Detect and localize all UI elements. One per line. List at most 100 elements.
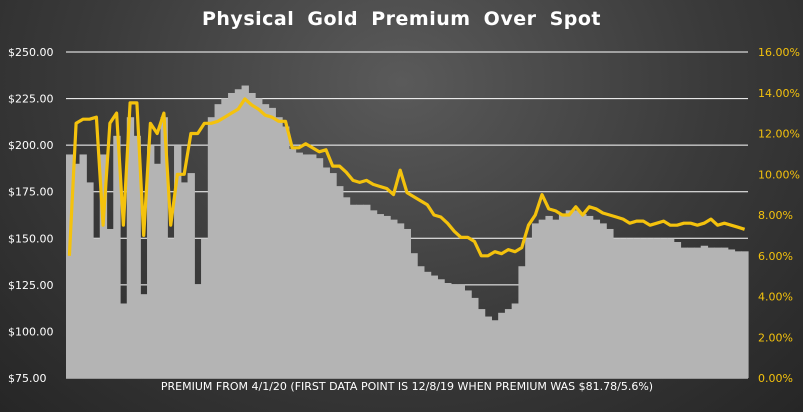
premium-percent-line xyxy=(67,97,746,258)
left-tick-label: $75.00 xyxy=(8,372,47,385)
right-tick-label: 0.00% xyxy=(758,372,793,385)
premium-bar xyxy=(99,154,108,378)
premium-bar xyxy=(531,223,540,378)
left-tick-label: $125.00 xyxy=(8,279,54,292)
premium-bar xyxy=(653,238,661,378)
premium-bar xyxy=(660,238,668,378)
right-tick-label: 16.00% xyxy=(758,46,800,59)
premium-bar xyxy=(626,238,634,378)
premium-bar xyxy=(612,238,621,378)
premium-bar xyxy=(558,214,567,378)
premium-bar xyxy=(639,238,648,378)
premium-bar xyxy=(423,271,432,378)
premium-bar xyxy=(329,173,337,378)
premium-bar xyxy=(430,275,438,378)
premium-bar xyxy=(484,316,493,378)
premium-bar xyxy=(268,107,276,378)
premium-bar xyxy=(457,284,465,378)
premium-bar xyxy=(491,320,499,378)
premium-bar xyxy=(349,204,357,378)
premium-bar xyxy=(572,210,580,378)
right-tick-label: 4.00% xyxy=(758,291,793,304)
premium-bar xyxy=(234,89,243,378)
premium-bar xyxy=(585,215,594,378)
premium-bar xyxy=(288,148,297,378)
premium-bar xyxy=(396,223,405,378)
premium-bar xyxy=(700,245,709,378)
premium-bar xyxy=(174,145,182,378)
premium-bar xyxy=(120,303,128,378)
premium-bar xyxy=(619,238,628,378)
premium-bar xyxy=(403,228,411,378)
premium-bar xyxy=(241,85,249,378)
premium-bar xyxy=(187,173,195,378)
premium-bar xyxy=(464,290,472,378)
premium-bar xyxy=(714,247,722,378)
premium-bar xyxy=(194,284,202,378)
premium-bar xyxy=(356,204,364,378)
premium-bar xyxy=(680,247,688,378)
premium-bar xyxy=(633,238,641,378)
premium-bar xyxy=(383,215,391,378)
premium-bar xyxy=(86,182,94,378)
premium-bar xyxy=(147,145,155,378)
left-tick-label: $175.00 xyxy=(8,186,54,199)
left-tick-label: $200.00 xyxy=(8,139,54,152)
premium-bar xyxy=(565,210,574,378)
premium-bar xyxy=(538,219,547,378)
premium-bar xyxy=(579,214,587,378)
premium-bar xyxy=(376,214,384,378)
right-tick-label: 2.00% xyxy=(758,331,793,344)
premium-bar xyxy=(160,117,168,378)
right-tick-label: 8.00% xyxy=(758,209,793,222)
premium-bar xyxy=(72,163,81,378)
premium-bar xyxy=(518,266,526,378)
premium-bar xyxy=(201,238,209,378)
premium-bar xyxy=(673,242,682,378)
right-tick-label: 14.00% xyxy=(758,87,800,100)
premium-bar xyxy=(592,219,601,378)
premium-bar xyxy=(417,266,425,378)
premium-bar xyxy=(511,303,520,378)
premium-bar xyxy=(221,98,229,379)
premium-bar xyxy=(552,219,560,378)
premium-bar xyxy=(93,238,101,378)
premium-bar xyxy=(336,186,344,378)
left-tick-label: $150.00 xyxy=(8,232,54,245)
premium-bar xyxy=(687,247,695,378)
premium-bar xyxy=(167,238,175,378)
premium-bar xyxy=(79,154,87,378)
premium-bar xyxy=(295,152,303,378)
right-axis-ticks: 16.00% 14.00% 12.00% 10.00% 8.00% 6.00% 4.00% 2… xyxy=(758,46,800,385)
right-tick-label: 12.00% xyxy=(758,128,800,141)
premium-bar xyxy=(410,253,418,378)
premium-bar xyxy=(390,219,398,378)
premium-bar xyxy=(606,228,614,378)
premium-bar xyxy=(477,309,486,378)
premium-bar xyxy=(214,104,222,378)
premium-bar xyxy=(369,210,378,378)
premium-bar xyxy=(450,284,459,378)
premium-bar xyxy=(302,154,310,378)
premium-bar xyxy=(126,117,135,378)
premium-bar xyxy=(228,92,236,379)
premium-bar xyxy=(498,312,506,378)
premium-bar xyxy=(153,163,162,378)
left-tick-label: $100.00 xyxy=(8,325,54,338)
premium-bar xyxy=(525,238,533,378)
premium-bar xyxy=(275,117,283,378)
right-tick-label: 10.00% xyxy=(758,168,800,181)
premium-bar xyxy=(261,104,270,378)
left-tick-label: $250.00 xyxy=(8,46,54,59)
premium-bar xyxy=(66,154,74,378)
premium-bar xyxy=(255,98,263,379)
left-tick-label: $225.00 xyxy=(8,93,54,106)
premium-bar xyxy=(180,182,189,378)
right-tick-label: 6.00% xyxy=(758,250,793,263)
premium-bar xyxy=(106,228,114,378)
premium-bar xyxy=(741,251,749,378)
premium-bar xyxy=(693,247,702,378)
premium-bar xyxy=(342,197,351,378)
premium-bar xyxy=(207,117,216,378)
